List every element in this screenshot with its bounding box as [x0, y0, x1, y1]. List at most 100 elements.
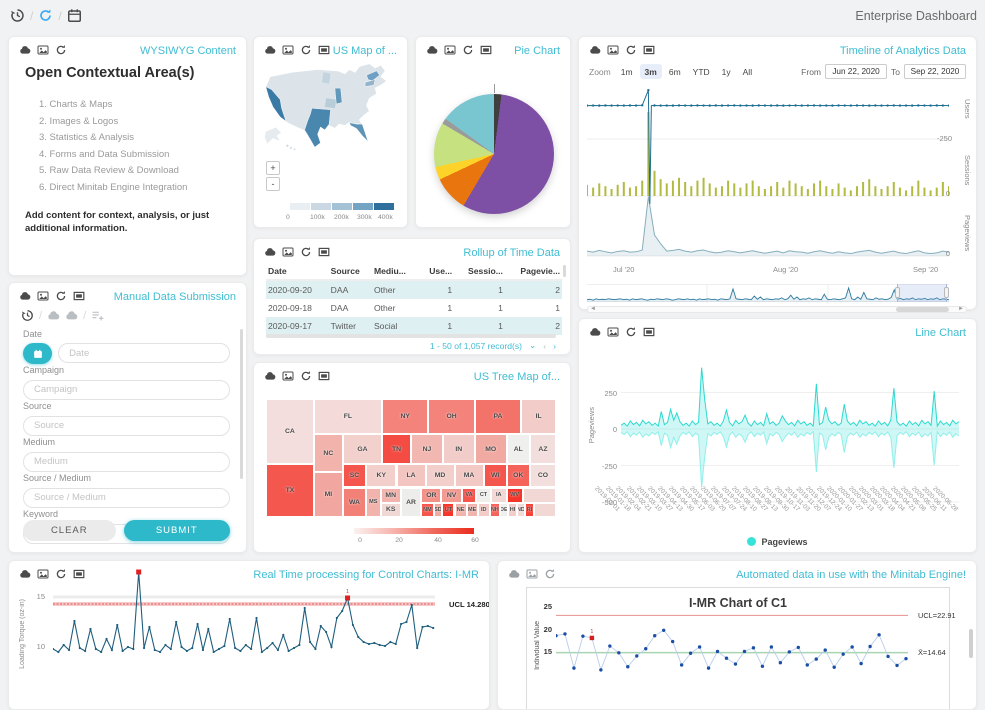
- panel-title-treemap[interactable]: US Tree Map of...: [473, 371, 560, 383]
- treemap-cell-hi[interactable]: HI: [507, 502, 518, 517]
- card-icon[interactable]: [318, 370, 330, 382]
- panel-title-rollup[interactable]: Rollup of Time Data: [463, 247, 560, 259]
- treemap-cell-ri[interactable]: RI: [524, 502, 535, 517]
- table-horizontal-scrollbar[interactable]: [266, 334, 556, 338]
- panel-title-control-chart[interactable]: Real Time processing for Control Charts:…: [253, 569, 479, 581]
- cloud-icon[interactable]: [65, 309, 78, 322]
- page-size-chevron-icon[interactable]: ⌄: [529, 340, 537, 350]
- date-picker-button[interactable]: [23, 343, 53, 364]
- submit-button[interactable]: SUBMIT: [123, 520, 230, 541]
- treemap-cell-md[interactable]: MD: [425, 463, 455, 488]
- cloud-icon[interactable]: [19, 44, 31, 56]
- image-icon[interactable]: [607, 44, 619, 56]
- scroll-left-arrow[interactable]: ◄: [590, 306, 596, 312]
- history-icon[interactable]: [10, 8, 25, 23]
- treemap-cell-id[interactable]: ID: [477, 502, 490, 517]
- image-icon[interactable]: [282, 370, 294, 382]
- cloud-icon[interactable]: [589, 326, 601, 338]
- timeline-chart[interactable]: [587, 89, 949, 263]
- minitab-vertical-scrollbar[interactable]: [969, 629, 973, 658]
- treemap-cell-pa[interactable]: PA: [474, 399, 522, 435]
- table-row[interactable]: 2020-09-17 Twitter Social 1 1 2: [266, 317, 562, 335]
- treemap-cell-sd[interactable]: SD: [433, 502, 443, 517]
- navigator-selection[interactable]: [894, 284, 950, 302]
- treemap-cell-ut[interactable]: UT: [442, 502, 455, 517]
- refresh-icon[interactable]: [300, 246, 312, 258]
- treemap-cell-nj[interactable]: NJ: [411, 434, 443, 464]
- card-icon[interactable]: [318, 246, 330, 258]
- card-icon[interactable]: [643, 44, 655, 56]
- timeline-scrollbar[interactable]: ◄ ►: [587, 306, 967, 313]
- image-icon[interactable]: [37, 44, 49, 56]
- range-button-6m[interactable]: 6m: [664, 64, 686, 79]
- cloud-icon[interactable]: [264, 246, 276, 258]
- refresh-icon[interactable]: [55, 568, 67, 580]
- panel-title-us-map[interactable]: US Map of ...: [332, 45, 397, 57]
- panel-title-line-chart[interactable]: Line Chart: [915, 327, 966, 339]
- table-row[interactable]: 2020-09-18 DAA Other 1 1 1: [266, 299, 562, 317]
- treemap-cell-ms[interactable]: MS: [366, 487, 381, 517]
- treemap-cell-wi[interactable]: WI: [483, 463, 507, 488]
- source---medium-input[interactable]: [23, 487, 230, 508]
- prev-page-button[interactable]: ‹: [543, 340, 547, 351]
- list-plus-icon[interactable]: [91, 309, 104, 322]
- column-header-use[interactable]: Use...: [418, 263, 455, 281]
- pageviews-line-chart[interactable]: [621, 339, 959, 504]
- treemap-cell-ny[interactable]: NY: [382, 399, 429, 435]
- cloud-icon[interactable]: [426, 44, 438, 56]
- history-icon[interactable]: [21, 309, 34, 322]
- treemap-cell-ct[interactable]: CT: [476, 487, 491, 503]
- range-button-all[interactable]: All: [738, 64, 757, 79]
- panel-title-form[interactable]: Manual Data Submission: [113, 291, 236, 303]
- table-vertical-scrollbar[interactable]: [563, 265, 566, 277]
- line-chart-legend[interactable]: Pageviews: [579, 537, 976, 547]
- treemap-cell-la[interactable]: LA: [396, 463, 426, 488]
- scrollbar-thumb[interactable]: [895, 307, 949, 312]
- cloud-icon[interactable]: [589, 44, 601, 56]
- from-date-input[interactable]: [825, 64, 888, 79]
- treemap-cell-ia[interactable]: IA: [490, 487, 507, 503]
- column-header-date[interactable]: Date: [266, 263, 329, 281]
- treemap-cell-fl[interactable]: FL: [313, 399, 382, 435]
- treemap-cell-mn[interactable]: MN: [380, 487, 401, 503]
- treemap-cell-nc[interactable]: NC: [313, 434, 343, 473]
- cloud-icon[interactable]: [19, 568, 31, 580]
- treemap-cell-ne[interactable]: NE: [454, 502, 467, 517]
- card-icon[interactable]: [73, 290, 85, 302]
- treemap-cell-va[interactable]: VA: [461, 487, 477, 503]
- us-choropleth-map[interactable]: [260, 61, 404, 157]
- card-icon[interactable]: [318, 44, 330, 56]
- treemap-cell-nh[interactable]: NH: [489, 502, 500, 517]
- image-icon[interactable]: [607, 326, 619, 338]
- timeline-navigator[interactable]: [587, 284, 949, 303]
- date-input[interactable]: [58, 343, 230, 363]
- column-header-mediu[interactable]: Mediu...: [371, 263, 419, 281]
- campaign-input[interactable]: [23, 379, 230, 400]
- treemap-cell-ma[interactable]: MA: [454, 463, 484, 488]
- scroll-right-arrow[interactable]: ►: [958, 306, 964, 312]
- treemap-cell-wv[interactable]: WV: [506, 487, 523, 503]
- cloud-icon[interactable]: [264, 44, 276, 56]
- refresh-icon[interactable]: [55, 44, 67, 56]
- image-icon[interactable]: [282, 246, 294, 258]
- refresh-icon[interactable]: [625, 326, 637, 338]
- treemap-cell[interactable]: [522, 487, 556, 503]
- zoom-out-button[interactable]: -: [266, 177, 280, 191]
- treemap-cell-tx[interactable]: TX: [266, 463, 314, 517]
- navigator-right-handle[interactable]: [944, 287, 950, 298]
- imr-control-chart[interactable]: 1: [53, 561, 445, 709]
- treemap-cell-mo[interactable]: MO: [474, 434, 507, 464]
- source-input[interactable]: [23, 415, 230, 436]
- treemap-cell-tn[interactable]: TN: [382, 434, 411, 464]
- image-icon[interactable]: [37, 568, 49, 580]
- treemap-cell-nv[interactable]: NV: [441, 487, 462, 503]
- image-icon[interactable]: [526, 568, 538, 580]
- column-header-pagevie[interactable]: Pagevie...: [504, 263, 562, 281]
- treemap-cell-ok[interactable]: OK: [506, 463, 530, 488]
- panel-title-pie[interactable]: Pie Chart: [514, 45, 560, 57]
- column-header-sessio[interactable]: Sessio...: [454, 263, 505, 281]
- panel-title-timeline[interactable]: Timeline of Analytics Data: [839, 45, 966, 57]
- navigator-left-handle[interactable]: [894, 287, 900, 298]
- treemap-cell-wa[interactable]: WA: [342, 487, 367, 517]
- to-date-input[interactable]: [904, 64, 966, 79]
